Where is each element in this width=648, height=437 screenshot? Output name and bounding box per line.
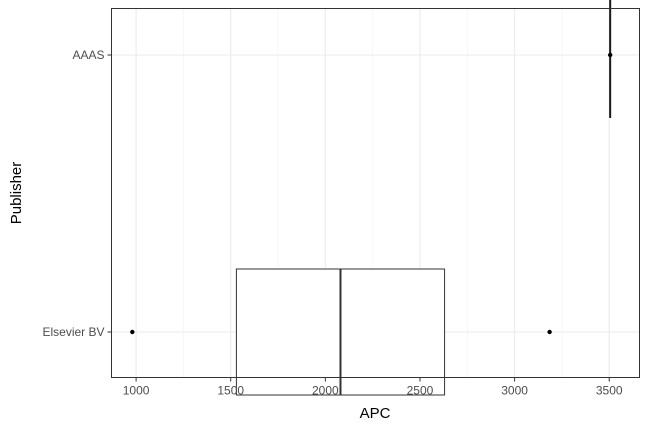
x-tick-label: 1500 bbox=[217, 384, 244, 398]
x-axis-title: APC bbox=[360, 405, 391, 422]
x-axis: 1000 1500 2000 2500 3000 3500 bbox=[123, 377, 623, 398]
y-tick-label: AAAS bbox=[72, 48, 104, 62]
x-tick-label: 2500 bbox=[407, 384, 434, 398]
box-group bbox=[130, 268, 552, 396]
outlier-point bbox=[130, 329, 135, 335]
y-axis: Elsevier BV AAAS bbox=[42, 48, 112, 339]
outlier-point bbox=[547, 329, 552, 335]
x-tick-label: 3000 bbox=[501, 384, 528, 398]
y-tick-label: Elsevier BV bbox=[42, 325, 104, 339]
y-axis-title: Publisher bbox=[8, 162, 25, 225]
median-point bbox=[607, 52, 613, 58]
x-tick-label: 3500 bbox=[596, 384, 623, 398]
box-group bbox=[607, 0, 613, 118]
x-tick-label: 2000 bbox=[312, 384, 339, 398]
plot-panel-border bbox=[111, 8, 640, 378]
box-plot-series bbox=[130, 0, 613, 396]
x-tick-label: 1000 bbox=[123, 384, 150, 398]
